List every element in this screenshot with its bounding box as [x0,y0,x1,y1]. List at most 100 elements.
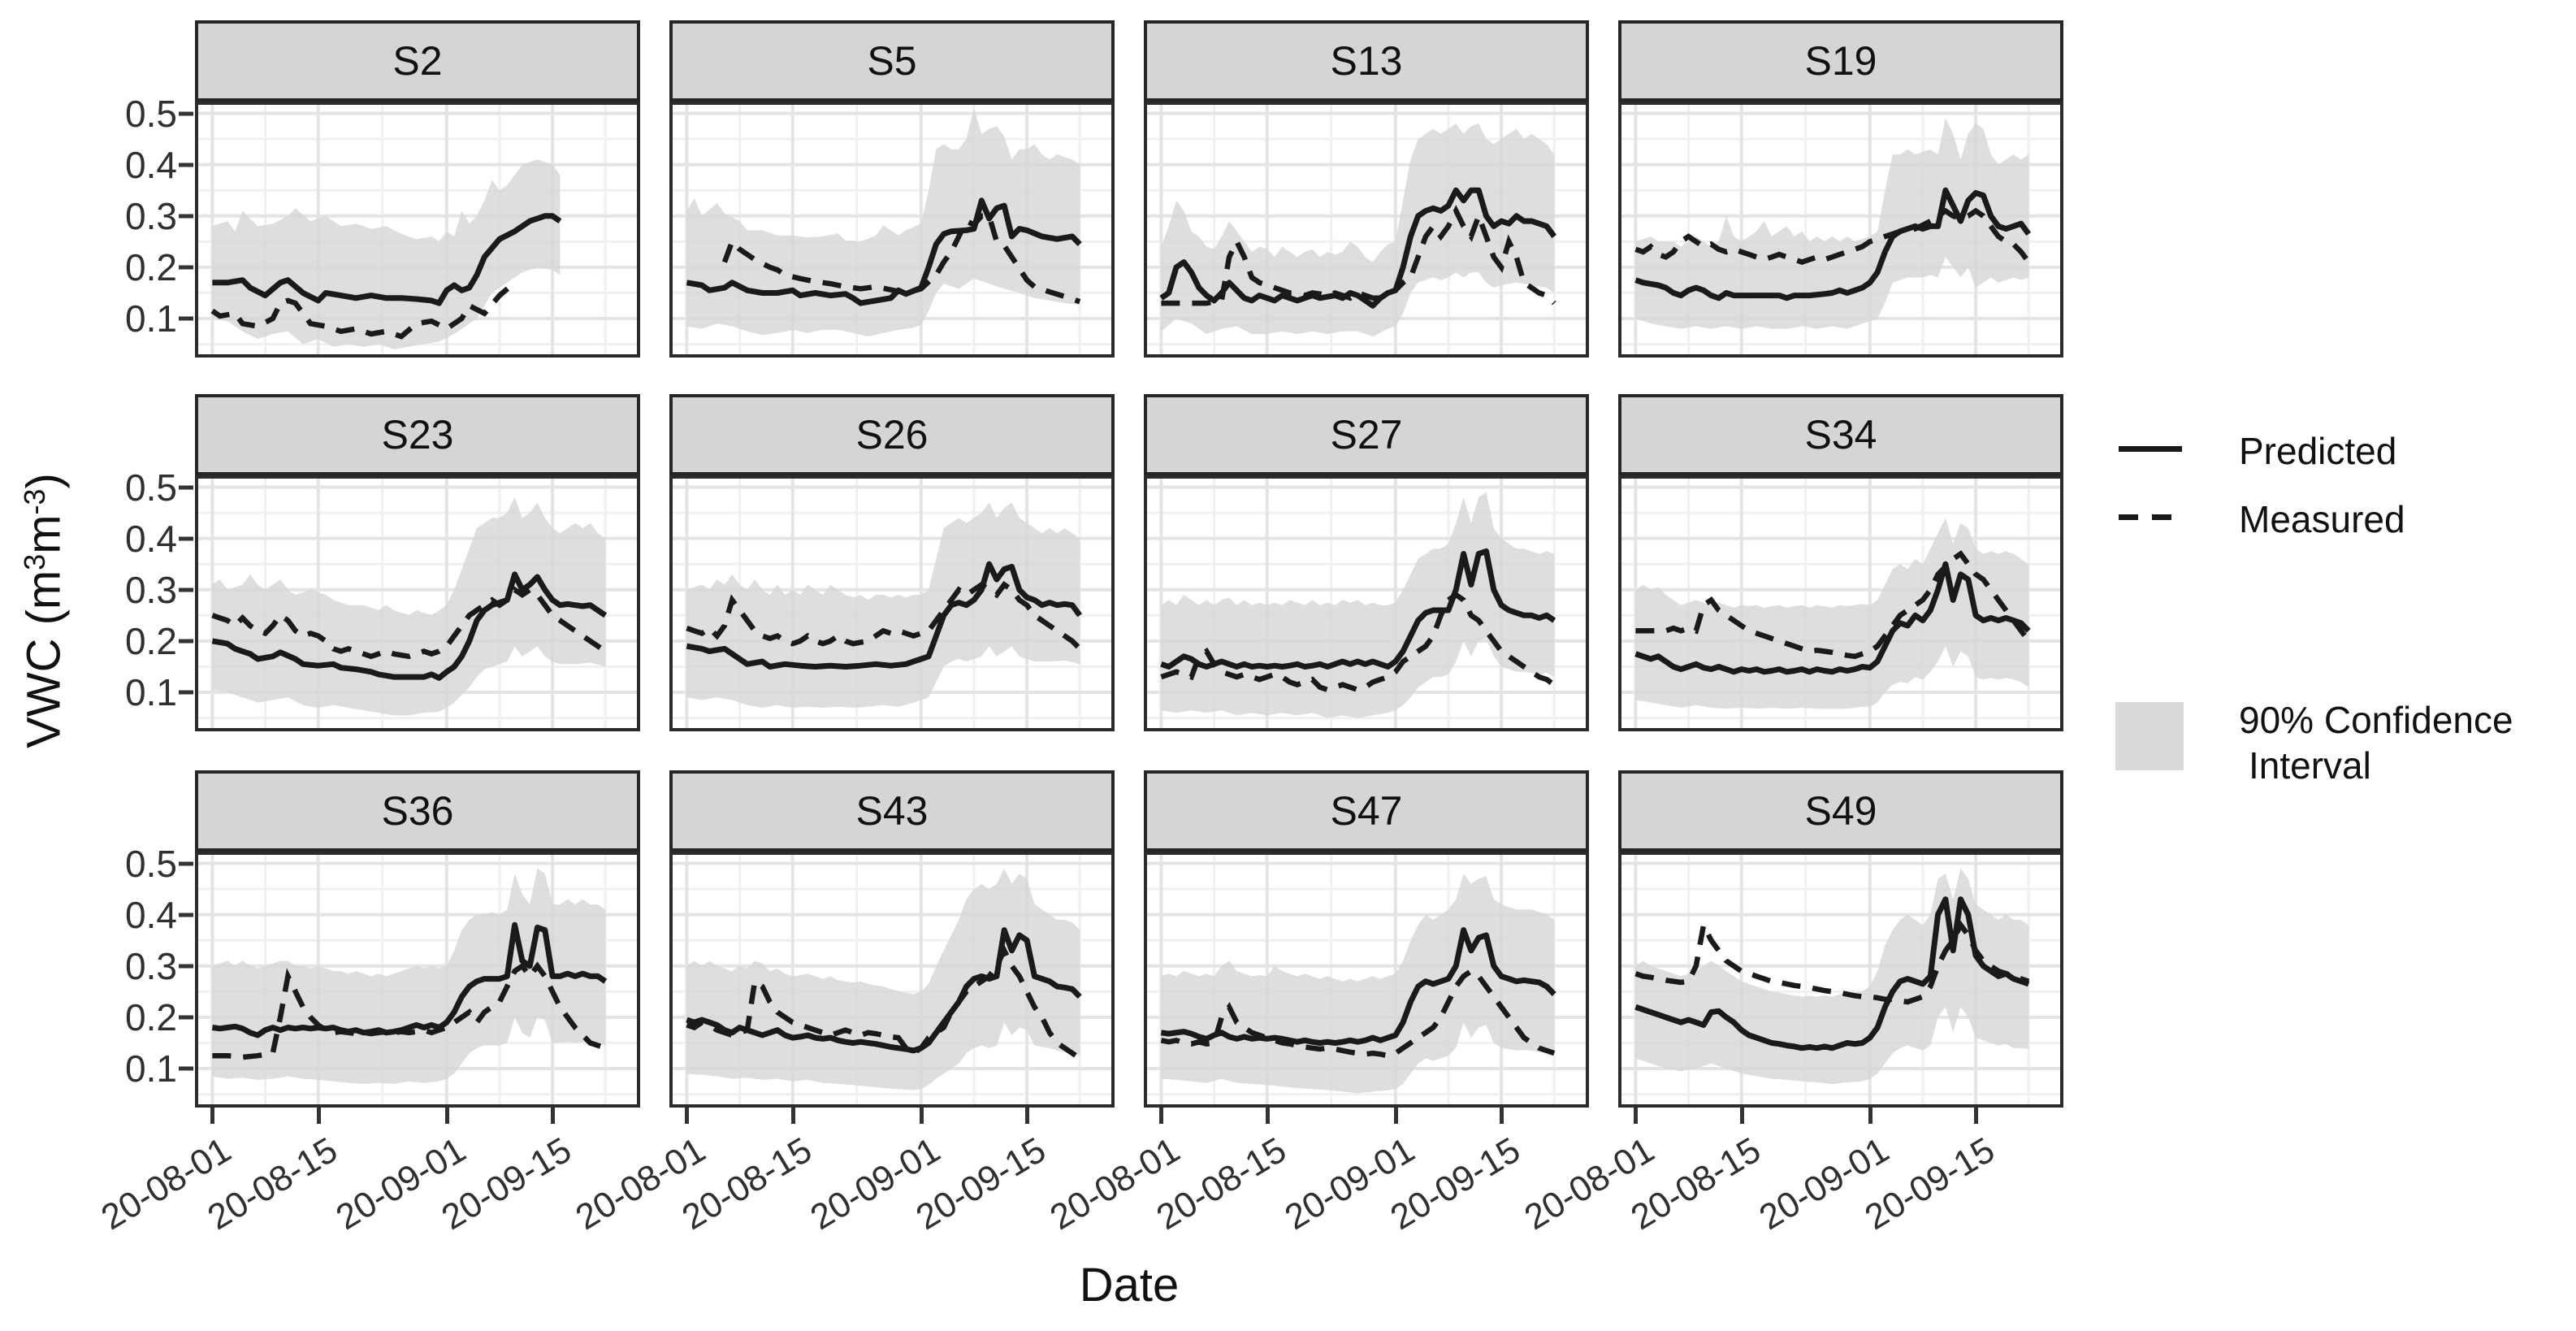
facet-s2: S2 [195,20,640,358]
y-tick-label: 0.4 [125,143,177,186]
y-tick-mark [179,861,193,866]
facet-strip-s36: S36 [195,770,640,852]
y-tick-mark [179,214,193,219]
x-tick-mark [1739,1108,1744,1124]
x-tick-mark [1393,1108,1398,1124]
facet-strip-s47: S47 [1144,770,1589,852]
x-tick-mark [210,1108,215,1124]
facet-strip-label: S34 [1804,412,1877,457]
facet-panel-s13 [1144,102,1589,358]
facet-strip-label: S26 [855,412,929,457]
facet-strip-s13: S13 [1144,20,1589,102]
y-axis-title: VWC (m3m-3) [17,473,71,748]
facet-strip-label: S43 [855,788,929,834]
facet-panel-s27 [1144,475,1589,731]
x-tick-mark [551,1108,556,1124]
legend-ci-line2: Interval [2249,744,2371,787]
x-tick-mark [316,1108,321,1124]
facet-s19: S19 [1618,20,2063,358]
y-tick-mark [179,1015,193,1020]
y-tick-label: 0.3 [125,568,177,611]
facet-strip-label: S23 [381,412,454,457]
y-tick-label: 0.4 [125,893,177,936]
facet-s26: S26 [669,394,1115,731]
facet-s49: S49 [1618,770,2063,1108]
facet-s13: S13 [1144,20,1589,358]
facet-strip-s34: S34 [1618,394,2063,475]
x-tick-mark [790,1108,795,1124]
y-tick-label: 0.2 [125,245,177,288]
facet-panel-s36 [195,852,640,1108]
y-tick-label: 0.5 [125,466,177,509]
x-tick-mark [444,1108,449,1124]
legend-ci-line1: 90% Confidence [2239,699,2513,741]
y-tick-label: 0.5 [125,842,177,885]
facet-s47: S47 [1144,770,1589,1108]
x-tick-mark [1634,1108,1639,1124]
facet-strip-label: S5 [867,38,917,84]
y-tick-label: 0.2 [125,995,177,1038]
y-tick-label: 0.2 [125,619,177,662]
legend-key-predicted-line [2119,446,2182,452]
facet-strip-s2: S2 [195,20,640,102]
facet-panel-s49 [1618,852,2063,1108]
x-tick-mark [1868,1108,1872,1124]
facet-strip-label: S47 [1330,788,1403,834]
y-tick-label: 0.1 [125,297,177,340]
facet-panel-s34 [1618,475,2063,731]
facet-strip-label: S13 [1330,38,1403,84]
legend-label-confidence-interval: 90% Confidence Interval [2239,697,2513,788]
facet-s5: S5 [669,20,1115,358]
facet-s36: S36 [195,770,640,1108]
y-tick-mark [179,913,193,917]
y-tick-mark [179,163,193,167]
facet-panel-s23 [195,475,640,731]
x-tick-mark [1500,1108,1504,1124]
x-tick-mark [1159,1108,1164,1124]
x-tick-mark [1265,1108,1270,1124]
y-tick-label: 0.3 [125,944,177,987]
facet-strip-label: S27 [1330,412,1403,457]
facet-strip-s5: S5 [669,20,1115,102]
y-tick-label: 0.4 [125,517,177,560]
y-tick-mark [179,1066,193,1071]
y-tick-label: 0.5 [125,92,177,135]
legend-label-measured: Measured [2239,498,2405,540]
y-tick-label: 0.1 [125,671,177,714]
facet-panel-s5 [669,102,1115,358]
y-tick-label: 0.1 [125,1047,177,1090]
facet-strip-s43: S43 [669,770,1115,852]
facet-strip-label: S2 [392,38,443,84]
facet-panel-s26 [669,475,1115,731]
facet-strip-label: S36 [381,788,454,834]
x-tick-mark [685,1108,690,1124]
y-tick-mark [179,485,193,490]
legend-swatch-confidence-interval [2115,702,2184,770]
y-tick-mark [179,265,193,270]
facet-strip-label: S19 [1804,38,1877,84]
y-tick-mark [179,690,193,695]
y-tick-mark [179,639,193,644]
y-tick-label: 0.3 [125,194,177,237]
y-tick-mark [179,111,193,116]
facet-s34: S34 [1618,394,2063,731]
y-tick-mark [179,964,193,969]
facet-strip-s19: S19 [1618,20,2063,102]
facet-panel-s2 [195,102,640,358]
x-tick-mark [1025,1108,1030,1124]
facet-panel-s43 [669,852,1115,1108]
x-axis-title: Date [1079,1259,1180,1311]
facet-s23: S23 [195,394,640,731]
facet-s43: S43 [669,770,1115,1108]
facet-strip-s49: S49 [1618,770,2063,852]
facet-strip-s27: S27 [1144,394,1589,475]
x-tick-mark [919,1108,924,1124]
facet-strip-s26: S26 [669,394,1115,475]
facet-strip-s23: S23 [195,394,640,475]
x-tick-mark [1974,1108,1979,1124]
y-tick-mark [179,316,193,321]
facet-s27: S27 [1144,394,1589,731]
facet-panel-s19 [1618,102,2063,358]
y-tick-mark [179,536,193,541]
